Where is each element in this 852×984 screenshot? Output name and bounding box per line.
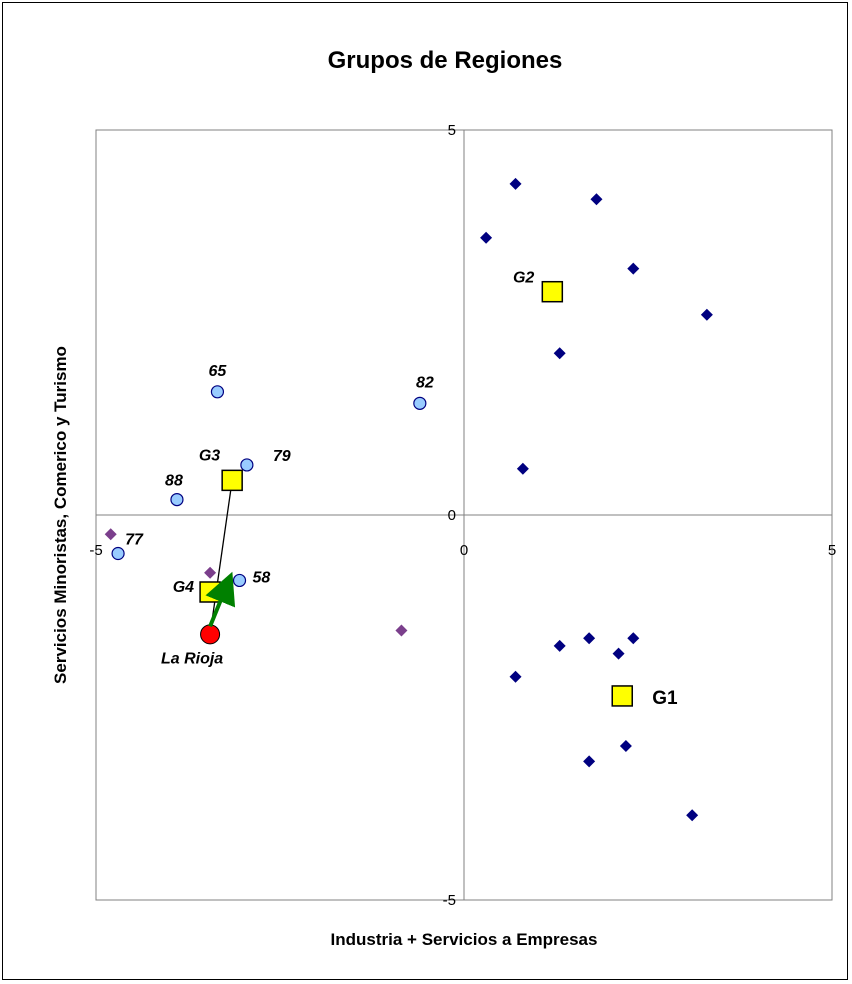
chart-title: Grupos de Regiones [328,47,563,74]
x-tick-label: 0 [460,542,468,559]
circle-point-label: 77 [125,532,144,549]
y-tick-label: 0 [448,507,456,524]
circle-point-label: 65 [209,363,228,380]
diamond-point [516,462,529,475]
y-tick-label: 5 [448,122,456,139]
circle-point [210,385,225,399]
x-tick-label: -5 [89,542,102,559]
diamond-point [553,347,566,360]
circle-point [413,396,427,410]
centroid-label: G4 [173,579,194,596]
diamond-point [583,755,596,768]
circle-point [111,546,125,561]
diamond-point [509,177,522,190]
la-rioja-label: La Rioja [161,650,223,667]
centroid-label: G1 [652,688,678,709]
diamond-point [583,632,596,645]
marks [104,177,713,822]
circle-point-label: 79 [273,448,291,465]
axes: -5 0 5 5 0 -5 [89,122,836,909]
diamond-point [590,193,603,206]
centroid-square [541,280,564,303]
circle-point [232,573,247,588]
diamond-point-alt [104,528,117,541]
diamond-point [686,809,699,822]
diamond-point [480,231,493,244]
connector-line [209,480,233,635]
diamond-point-alt [395,624,408,637]
diamond-point-alt [204,566,217,579]
centroid-label: G3 [199,447,220,464]
centroid-label: G2 [513,270,534,287]
centroid-square [221,469,243,492]
diamond-point [509,670,522,683]
diamond-point [700,308,713,321]
x-tick-label: 5 [828,542,836,559]
la-rioja-point [200,624,221,645]
circle-point [170,493,184,507]
y-axis-title: Servicios Minoristas, Comerico y Turismo [51,346,70,684]
y-tick-label: -5 [443,892,456,909]
diamond-point [619,740,632,752]
diamond-point [553,639,566,652]
movement-arrow [205,571,236,628]
centroid-square [199,581,221,603]
diamond-point [612,647,625,660]
centroid-square [611,685,633,707]
circle-point-label: 82 [416,374,434,391]
circle-point-label: 58 [253,569,271,586]
point-labels: 65 82 79 88 77 58 G1 G2 G3 G4 La Rioja [125,270,678,709]
diamond-point [627,262,640,275]
circle-point [240,458,254,472]
x-axis-title: Industria + Servicios a Empresas [331,930,598,949]
diamond-point [627,632,640,645]
circle-point-label: 88 [165,473,183,490]
